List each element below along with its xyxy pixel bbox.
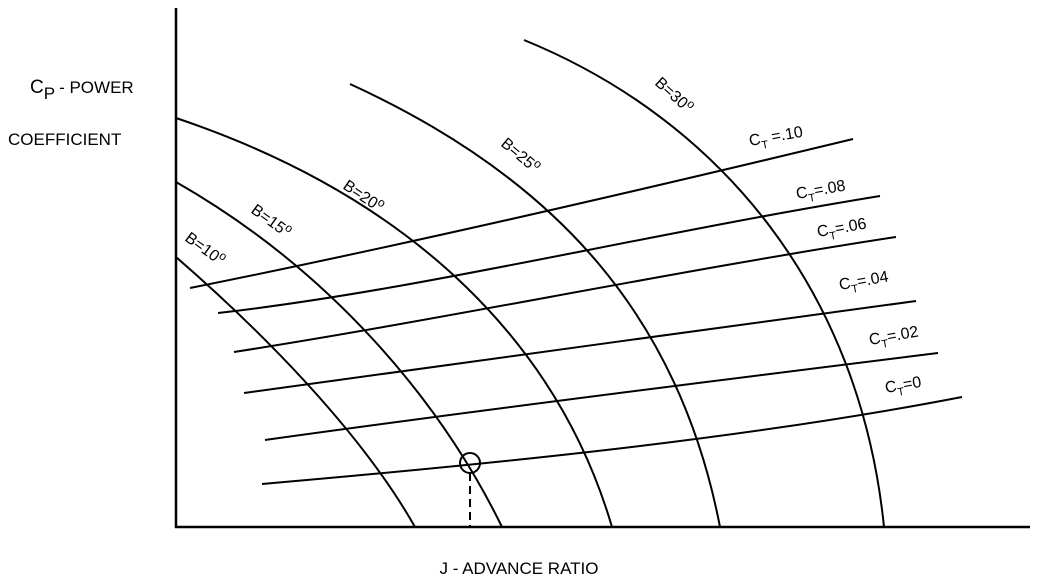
thrust-label-ct010: CT =.10 xyxy=(748,124,805,154)
y-axis-title-line2: COEFFICIENT xyxy=(8,130,122,149)
blade-angle-curve-b30 xyxy=(523,39,885,528)
x-axis-title: J - ADVANCE RATIO xyxy=(439,559,599,578)
axes xyxy=(174,8,1030,529)
blade-angle-curve-b10 xyxy=(175,256,416,528)
thrust-line-ct0 xyxy=(261,396,963,485)
blade-angle-label-b25: B=25o xyxy=(497,132,545,177)
operating-point xyxy=(459,452,481,527)
thrust-line-ct002 xyxy=(264,352,939,441)
thrust-label-ct006: CT=.06 xyxy=(816,216,869,245)
blade-angle-label-b30: B=30o xyxy=(651,71,698,117)
thrust-label-ct0: CT=0 xyxy=(884,374,924,401)
thrust-line-ct006 xyxy=(233,236,897,353)
blade-angle-label-b15: B=15o xyxy=(248,198,297,241)
blade-angle-labels: B=10o B=15o B=20o B=25o B=30o xyxy=(182,71,699,269)
blade-angle-curves xyxy=(175,39,885,528)
thrust-line-ct010 xyxy=(189,138,854,289)
thrust-line-ct004 xyxy=(243,300,917,394)
thrust-label-ct008: CT=.08 xyxy=(795,178,848,207)
blade-angle-curve-b20 xyxy=(175,117,613,528)
blade-angle-curve-b15 xyxy=(175,181,503,528)
blade-angle-label-b10: B=10o xyxy=(182,226,231,269)
thrust-line-ct008 xyxy=(217,195,881,314)
y-axis-title: CP - POWER xyxy=(30,77,134,103)
thrust-label-ct004: CT=.04 xyxy=(838,269,891,298)
thrust-label-ct002: CT=.02 xyxy=(868,324,921,353)
blade-angle-curve-b25 xyxy=(349,83,721,528)
blade-angle-label-b20: B=20o xyxy=(340,174,389,216)
thrust-coefficient-lines xyxy=(189,138,963,485)
thrust-coefficient-labels: CT =.10 CT=.08 CT=.06 CT=.04 CT=.02 CT=0 xyxy=(748,124,924,401)
